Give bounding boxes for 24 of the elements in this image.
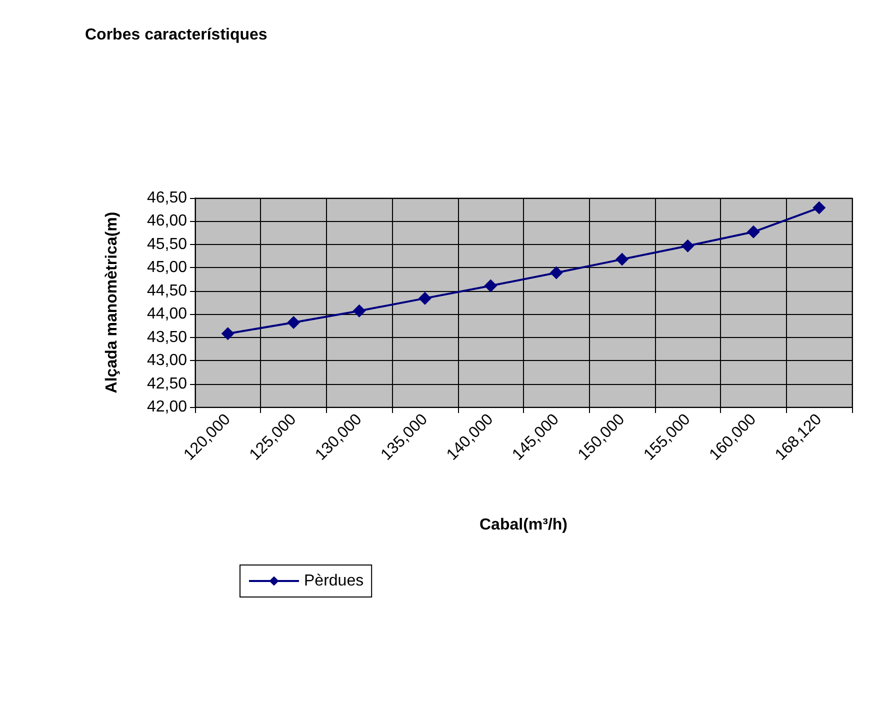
y-tick-label: 45,50 <box>146 236 188 253</box>
y-tick-label: 42,50 <box>146 375 188 392</box>
y-tick-label: 43,50 <box>146 328 188 346</box>
y-tick-label: 45,00 <box>146 259 188 276</box>
point <box>681 239 694 252</box>
y-tick-label: 44,00 <box>146 306 188 323</box>
point <box>812 201 826 214</box>
point <box>746 225 760 238</box>
chart-title: Corbes característiques <box>85 26 268 44</box>
point <box>550 266 563 280</box>
y-axis-title: Alçada manomètrica(m) <box>104 212 120 394</box>
point <box>616 252 629 266</box>
y-tick-label: 43,00 <box>146 352 188 370</box>
x-axis-title: Cabal(m³/h) <box>480 516 568 534</box>
point <box>287 316 300 329</box>
y-tick-label: 42,00 <box>146 398 188 416</box>
legend-label: Pèrdues <box>304 572 364 590</box>
point <box>352 304 366 318</box>
y-tick-label: 44,50 <box>146 282 188 300</box>
point <box>221 327 234 340</box>
point <box>418 292 432 305</box>
y-tick-label: 46,00 <box>146 212 188 230</box>
y-tick-label: 46,50 <box>146 190 188 206</box>
point <box>484 279 498 292</box>
